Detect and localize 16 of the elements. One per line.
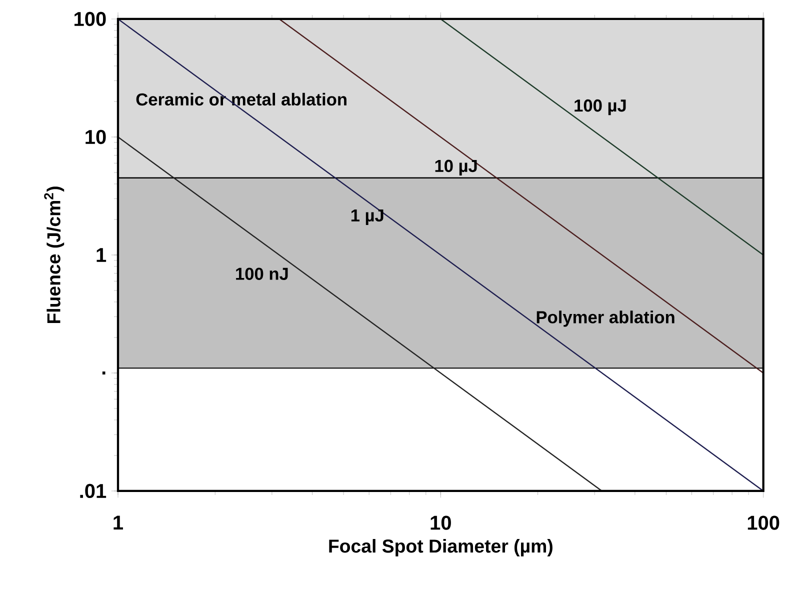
x-tick-label: 10 — [430, 516, 451, 530]
x-axis-title: Focal Spot Diameter (µm) — [329, 539, 552, 556]
series-label: 1 µJ — [351, 209, 384, 225]
series-label: 100 nJ — [236, 268, 288, 280]
y-tick-label: 1 — [96, 248, 106, 262]
y-tick-label: .01 — [80, 484, 106, 498]
series-label: 100 µJ — [574, 99, 626, 116]
band-label: Ceramic or metal ablation — [136, 92, 346, 106]
y-tick-label: 100 — [74, 12, 106, 26]
band-label: Polymer ablation — [536, 310, 674, 327]
series-label: 10 µJ — [435, 160, 477, 176]
y-axis-title: Fluence (J/cm$^{2}$) — [44, 186, 64, 324]
y-tick-label: 10 — [86, 130, 106, 144]
x-tick-label: 100 — [748, 516, 780, 530]
x-tick-label: 1 — [114, 516, 123, 530]
y-tick-label: . — [102, 372, 106, 374]
